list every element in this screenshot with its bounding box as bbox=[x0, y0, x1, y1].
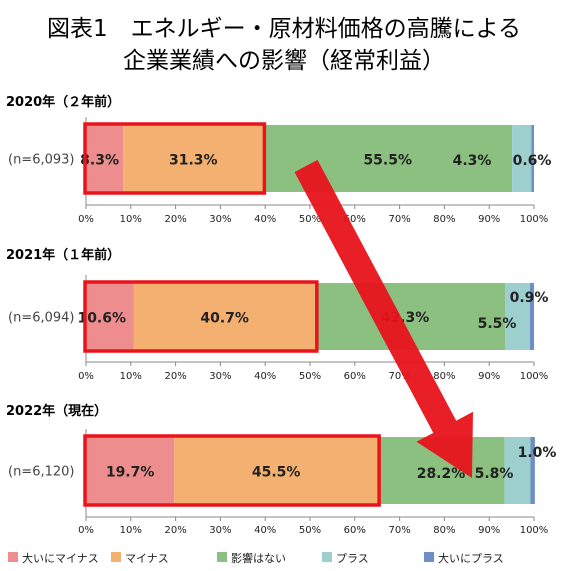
legend-item: 大いにプラス bbox=[424, 551, 504, 565]
data-label: 31.3% bbox=[169, 153, 218, 169]
bar-segment bbox=[86, 125, 124, 192]
panel-n-label: (n=6,120) bbox=[8, 465, 75, 480]
x-tick-label: 100% bbox=[520, 214, 549, 225]
data-label: 0.9% bbox=[510, 290, 549, 306]
legend-label: プラス bbox=[336, 552, 369, 565]
bar-segment bbox=[531, 125, 534, 192]
bar-segment bbox=[174, 437, 379, 504]
x-tick-label: 10% bbox=[120, 214, 142, 225]
x-tick-label: 20% bbox=[164, 214, 186, 225]
legend-swatch bbox=[424, 552, 434, 562]
bar-segment bbox=[133, 283, 316, 350]
legend-item: 大いにマイナス bbox=[8, 551, 99, 565]
x-tick-label: 70% bbox=[388, 371, 410, 382]
x-tick-label: 100% bbox=[520, 371, 549, 382]
x-tick-label: 60% bbox=[344, 371, 366, 382]
legend-swatch bbox=[8, 552, 18, 562]
highlight-box bbox=[83, 280, 319, 353]
x-tick-label: 60% bbox=[344, 525, 366, 536]
x-tick-label: 70% bbox=[388, 214, 410, 225]
panel-heading: 2020年（２年前） bbox=[6, 94, 120, 110]
legend-label: マイナス bbox=[125, 552, 169, 565]
panel-0: 2020年（２年前） (n=6,093) 0% 10% 20% 30% 40% 50% 60% 7… bbox=[6, 94, 551, 225]
highlight-box bbox=[83, 122, 267, 195]
chart-legend: 大いにマイナス マイナス 影響はない プラス 大いにプラス bbox=[8, 551, 504, 565]
data-label: 45.5% bbox=[252, 465, 301, 481]
legend-swatch bbox=[111, 552, 121, 562]
legend-item: マイナス bbox=[111, 552, 169, 565]
bar-segment bbox=[86, 437, 175, 504]
legend-label: 大いにプラス bbox=[438, 551, 504, 565]
data-label: 5.8% bbox=[475, 466, 514, 482]
panel-n-label: (n=6,093) bbox=[8, 153, 75, 168]
panel-heading: 2021年（１年前） bbox=[6, 247, 120, 263]
legend-label: 影響はない bbox=[231, 551, 286, 565]
data-label: 8.3% bbox=[80, 153, 119, 169]
bar-segment bbox=[123, 125, 264, 192]
x-tick-label: 60% bbox=[344, 214, 366, 225]
x-tick-label: 50% bbox=[299, 371, 321, 382]
data-label: 19.7% bbox=[106, 465, 155, 481]
x-tick-label: 80% bbox=[433, 525, 455, 536]
x-tick-label: 100% bbox=[520, 525, 549, 536]
x-tick-label: 30% bbox=[209, 371, 231, 382]
legend-label: 大いにマイナス bbox=[22, 551, 99, 565]
x-tick-label: 0% bbox=[78, 371, 94, 382]
panel-2: 2022年（現在） (n=6,120) 0% 10% 20% 30% 40% 50% 60% 70… bbox=[6, 403, 556, 536]
x-tick-label: 90% bbox=[478, 371, 500, 382]
highlight-box bbox=[83, 434, 381, 507]
bar-segment bbox=[86, 283, 134, 350]
legend-swatch bbox=[217, 552, 227, 562]
chart-title-line-1: 図表1 エネルギー・原材料価格の高騰による bbox=[47, 16, 521, 42]
x-tick-label: 90% bbox=[478, 214, 500, 225]
x-tick-label: 0% bbox=[78, 525, 94, 536]
bar-segment bbox=[512, 125, 532, 192]
x-tick-label: 80% bbox=[433, 214, 455, 225]
bar-segment bbox=[530, 437, 535, 504]
x-tick-label: 40% bbox=[254, 214, 276, 225]
data-label: 5.5% bbox=[478, 316, 517, 332]
x-tick-label: 70% bbox=[388, 525, 410, 536]
data-label: 0.6% bbox=[513, 153, 552, 169]
legend-item: プラス bbox=[322, 552, 369, 565]
bar-segment bbox=[529, 283, 534, 350]
x-tick-label: 0% bbox=[78, 214, 94, 225]
legend-swatch bbox=[322, 552, 332, 562]
x-tick-label: 30% bbox=[209, 525, 231, 536]
data-label: 4.3% bbox=[453, 153, 492, 169]
legend-item: 影響はない bbox=[217, 551, 286, 565]
data-label: 10.6% bbox=[77, 311, 126, 327]
chart-panels: 2020年（２年前） (n=6,093) 0% 10% 20% 30% 40% 50% 60% 7… bbox=[6, 94, 556, 536]
x-tick-label: 50% bbox=[299, 214, 321, 225]
panel-heading: 2022年（現在） bbox=[6, 403, 107, 419]
annotation-overlay bbox=[83, 122, 473, 507]
data-label: 1.0% bbox=[518, 445, 557, 461]
x-tick-label: 90% bbox=[478, 525, 500, 536]
x-tick-label: 80% bbox=[433, 371, 455, 382]
x-tick-label: 20% bbox=[164, 525, 186, 536]
x-tick-label: 40% bbox=[254, 525, 276, 536]
data-label: 28.2% bbox=[417, 466, 466, 482]
x-tick-label: 10% bbox=[120, 525, 142, 536]
x-tick-label: 20% bbox=[164, 371, 186, 382]
data-label: 55.5% bbox=[363, 153, 412, 169]
data-label: 40.7% bbox=[200, 311, 249, 327]
x-tick-label: 10% bbox=[120, 371, 142, 382]
x-tick-label: 40% bbox=[254, 371, 276, 382]
panel-n-label: (n=6,094) bbox=[8, 311, 75, 326]
x-tick-label: 30% bbox=[209, 214, 231, 225]
chart-title-line-2: 企業業績への影響（経常利益） bbox=[123, 48, 445, 74]
bar-segment bbox=[505, 283, 530, 350]
panel-1: 2021年（１年前） (n=6,094) 0% 10% 20% 30% 40% 50% 60% 7… bbox=[6, 247, 548, 382]
bar-segment bbox=[504, 437, 531, 504]
x-tick-label: 50% bbox=[299, 525, 321, 536]
trend-arrow bbox=[294, 159, 473, 478]
